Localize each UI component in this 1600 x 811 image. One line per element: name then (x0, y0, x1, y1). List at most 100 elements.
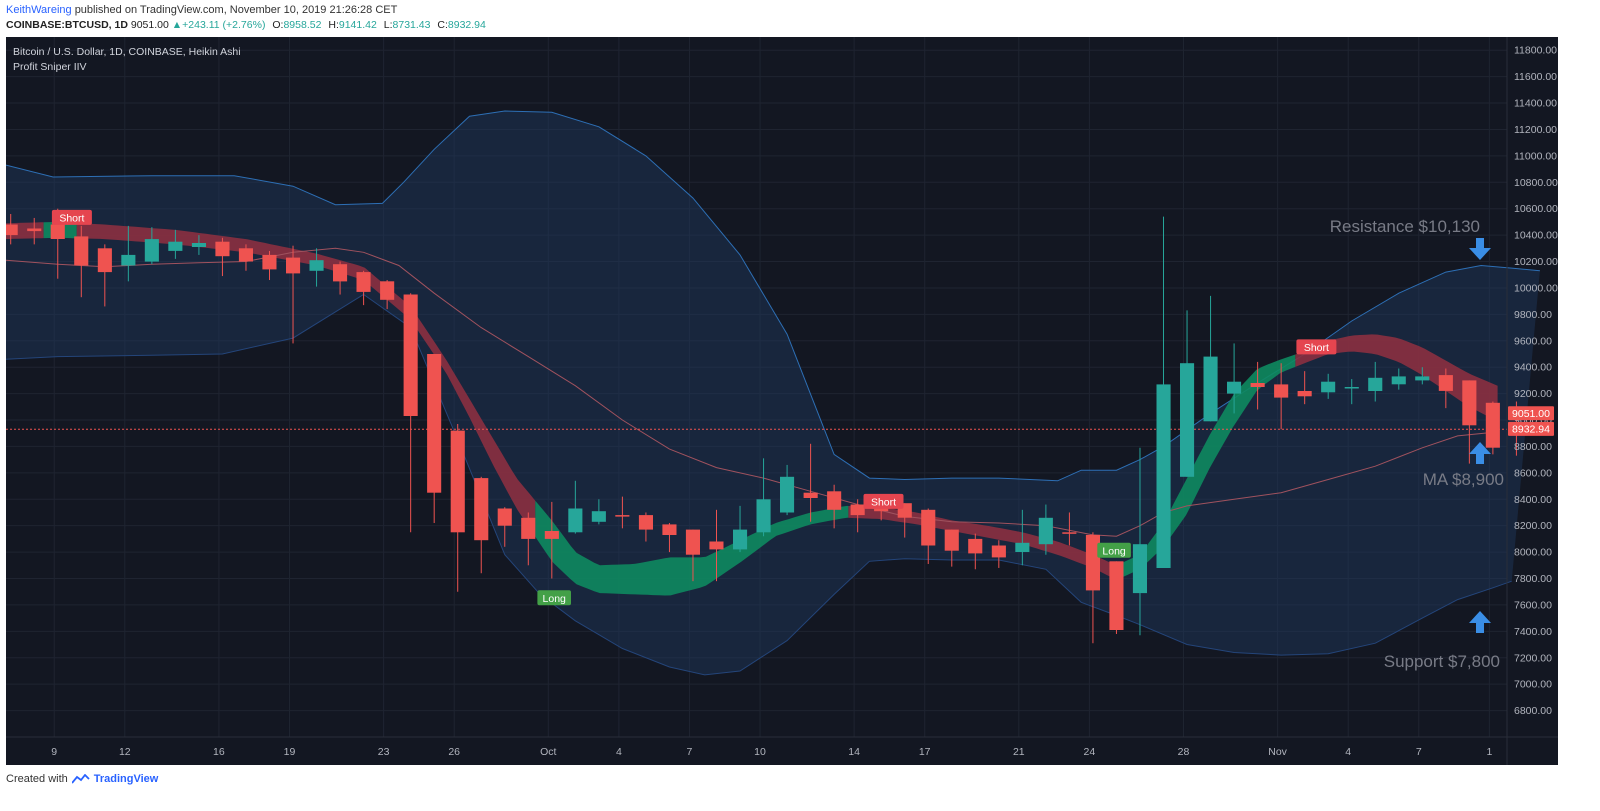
candle-body (944, 529, 959, 551)
tradingview-brand[interactable]: TradingView (93, 773, 159, 785)
signal-short: Short (51, 209, 92, 225)
signal-tag-label: Short (1304, 342, 1329, 354)
chart-area[interactable]: Short Long Short Long Short Resistance $10,1… (3, 37, 1558, 765)
time-tick-label: Nov (1268, 746, 1287, 758)
candle (1344, 379, 1359, 405)
candle-body (286, 257, 301, 274)
candle-body (497, 508, 512, 526)
chart-title: Bitcoin / U.S. Dollar, 1D, COINBASE, Hei… (13, 46, 241, 58)
signal-short: Short (863, 493, 904, 509)
candle (1038, 504, 1053, 555)
close-label: C: (437, 19, 448, 31)
price-tick-label: 11800.00 (1514, 45, 1557, 57)
price-axis[interactable]: 6800.00 7000.00 7200.00 7400.00 7600.00 7800.… (1514, 45, 1558, 717)
signal-tag-bg (863, 493, 904, 509)
candle (144, 227, 159, 265)
candle-body (803, 492, 818, 498)
low-label: L: (383, 19, 393, 31)
candle (1462, 380, 1477, 464)
candle-body (780, 476, 795, 513)
candle-body (1132, 544, 1147, 594)
last-price: 9051.00 (130, 19, 169, 31)
time-tick-label: 24 (1084, 746, 1096, 758)
candle (1250, 361, 1265, 410)
candle-body (685, 529, 700, 555)
symbol-label: COINBASE:BTCUSD, 1D (6, 19, 128, 31)
price-tick-label: 8400.00 (1514, 494, 1552, 506)
grid-lines (6, 37, 1507, 737)
candle-body (1438, 375, 1453, 391)
candle (191, 235, 206, 255)
candle-body (521, 517, 536, 539)
candle-body (1485, 402, 1500, 448)
candle-body (27, 228, 42, 232)
time-tick-label: 23 (378, 746, 390, 758)
candle-body (568, 508, 583, 533)
time-tick-label: 4 (616, 746, 622, 758)
candle-body (168, 241, 183, 251)
candle (827, 484, 842, 529)
price-chart[interactable]: Short Long Short Long Short Resistance $10,1… (3, 37, 1558, 765)
price-tick-label: 11600.00 (1514, 71, 1557, 83)
price-tick-label: 10000.00 (1514, 282, 1558, 294)
candle-body (474, 478, 489, 541)
candle-body (427, 354, 442, 493)
candle-body (97, 248, 112, 273)
candle-body (638, 515, 653, 530)
candle-body (1203, 356, 1218, 422)
price-tick-label: 7400.00 (1514, 626, 1552, 638)
candle-body (1250, 383, 1265, 387)
candles[interactable] (3, 208, 1524, 644)
price-tick-label: 7600.00 (1514, 599, 1552, 611)
candle-body (238, 248, 253, 262)
tradingview-logo-icon (71, 774, 90, 784)
candle-body (50, 224, 65, 239)
band-lower-line (5, 293, 1512, 676)
candle-body (1274, 384, 1289, 398)
time-tick-label: 10 (754, 746, 766, 758)
candle (662, 523, 677, 553)
ma-arrow-icon (1469, 442, 1491, 464)
candle (638, 512, 653, 542)
candle-body (1368, 377, 1383, 391)
candle (850, 499, 865, 533)
time-tick-label: Oct (540, 746, 556, 758)
candle-body (450, 430, 465, 533)
candle-body (1180, 363, 1195, 477)
author-link[interactable]: KeithWareing (6, 4, 72, 16)
candle-body (262, 254, 277, 270)
candle (803, 443, 818, 522)
price-tick-label: 9200.00 (1514, 388, 1552, 400)
ribbon-bullish-segment (535, 500, 849, 596)
created-with-text: Created with (6, 773, 68, 785)
candle-body (827, 491, 842, 510)
candle-body (144, 239, 159, 262)
candle (403, 293, 418, 533)
candle (97, 244, 112, 307)
candle-body (544, 531, 559, 539)
time-tick-label: 1 (1486, 746, 1492, 758)
close-price-tag: 8932.94 (1508, 421, 1554, 436)
price-tick-label: 11000.00 (1514, 150, 1557, 162)
candle (474, 476, 489, 574)
indicator-name[interactable]: Profit Sniper IIV (13, 61, 87, 73)
candle (1227, 343, 1242, 414)
candle (1062, 512, 1077, 546)
time-tick-label: 19 (284, 746, 296, 758)
candle-body (1156, 384, 1171, 568)
price-tick-label: 10400.00 (1514, 230, 1558, 242)
candle-body (1038, 517, 1053, 545)
candle-body (733, 529, 748, 550)
candle (27, 217, 42, 245)
candle-body (1391, 376, 1406, 385)
candle-body (662, 524, 677, 535)
price-tick-label: 9400.00 (1514, 362, 1552, 374)
candle (944, 529, 959, 567)
candle (238, 244, 253, 271)
candle (1438, 368, 1453, 409)
time-tick-label: 12 (119, 746, 131, 758)
ribbon-bearish-segment (1295, 334, 1498, 422)
time-axis[interactable]: 9 12 16 19 23 26 Oct 4 7 10 14 17 21 24 28 Nov 4 7 1 (51, 746, 1492, 758)
change-arrow-icon: ▲ (171, 19, 183, 31)
candle-body (309, 260, 324, 271)
